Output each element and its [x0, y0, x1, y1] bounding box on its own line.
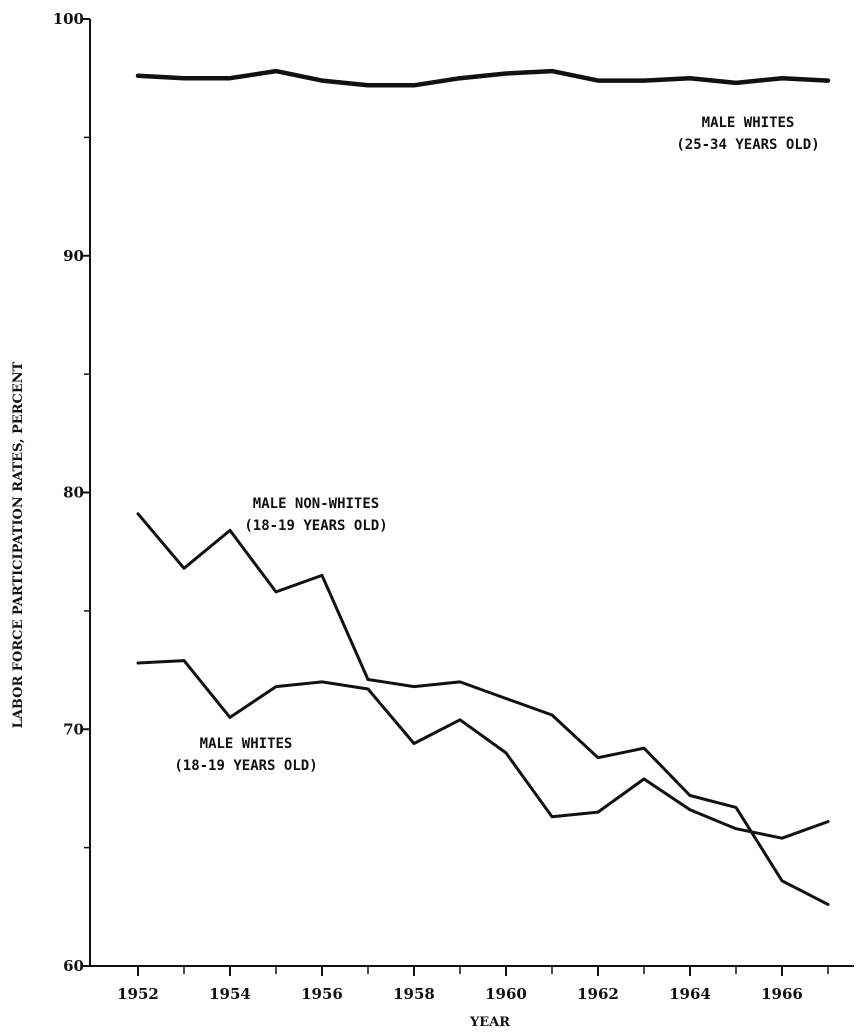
axes: 60 70 80 90 100 1952 1954 1956 1958 1960 1962 1964 1… [53, 10, 854, 1003]
y-tick-label: 90 [63, 247, 84, 265]
x-tick-label: 1958 [393, 985, 435, 1003]
x-tick-label: 1952 [117, 985, 159, 1003]
series-label-male-non-whites-18-19: (18-19 YEARS OLD) [244, 518, 387, 534]
y-axis-title: LABOR FORCE PARTICIPATION RATES, PERCENT [11, 361, 26, 728]
x-tick-label: 1954 [209, 985, 251, 1003]
series-label-male-whites-25-34: MALE WHITES [702, 115, 795, 131]
y-tick-label: 60 [63, 957, 84, 975]
series-line-male-whites-25-34 [135, 68, 831, 88]
series-lines [135, 68, 831, 906]
x-tick-label: 1964 [669, 985, 711, 1003]
x-tick-label: 1966 [761, 985, 803, 1003]
y-tick-label: 70 [63, 720, 84, 738]
series-label-male-non-whites-18-19: MALE NON-WHITES [253, 496, 379, 512]
x-tick-label: 1962 [577, 985, 619, 1003]
series-labels: MALE WHITES (25-34 YEARS OLD) MALE NON-WHI… [174, 115, 819, 774]
series-label-male-whites-25-34: (25-34 YEARS OLD) [676, 137, 819, 153]
y-tick-label: 80 [63, 484, 84, 502]
series-label-male-whites-18-19: MALE WHITES [200, 736, 293, 752]
series-line-male-whites-18-19 [136, 659, 830, 840]
x-axis-title: YEAR [469, 1015, 510, 1030]
x-tick-label: 1960 [485, 985, 527, 1003]
x-tick-label: 1956 [301, 985, 343, 1003]
y-tick-label: 100 [53, 10, 84, 28]
series-label-male-whites-18-19: (18-19 YEARS OLD) [174, 758, 317, 774]
series-line-male-non-whites-18-19 [136, 512, 830, 906]
